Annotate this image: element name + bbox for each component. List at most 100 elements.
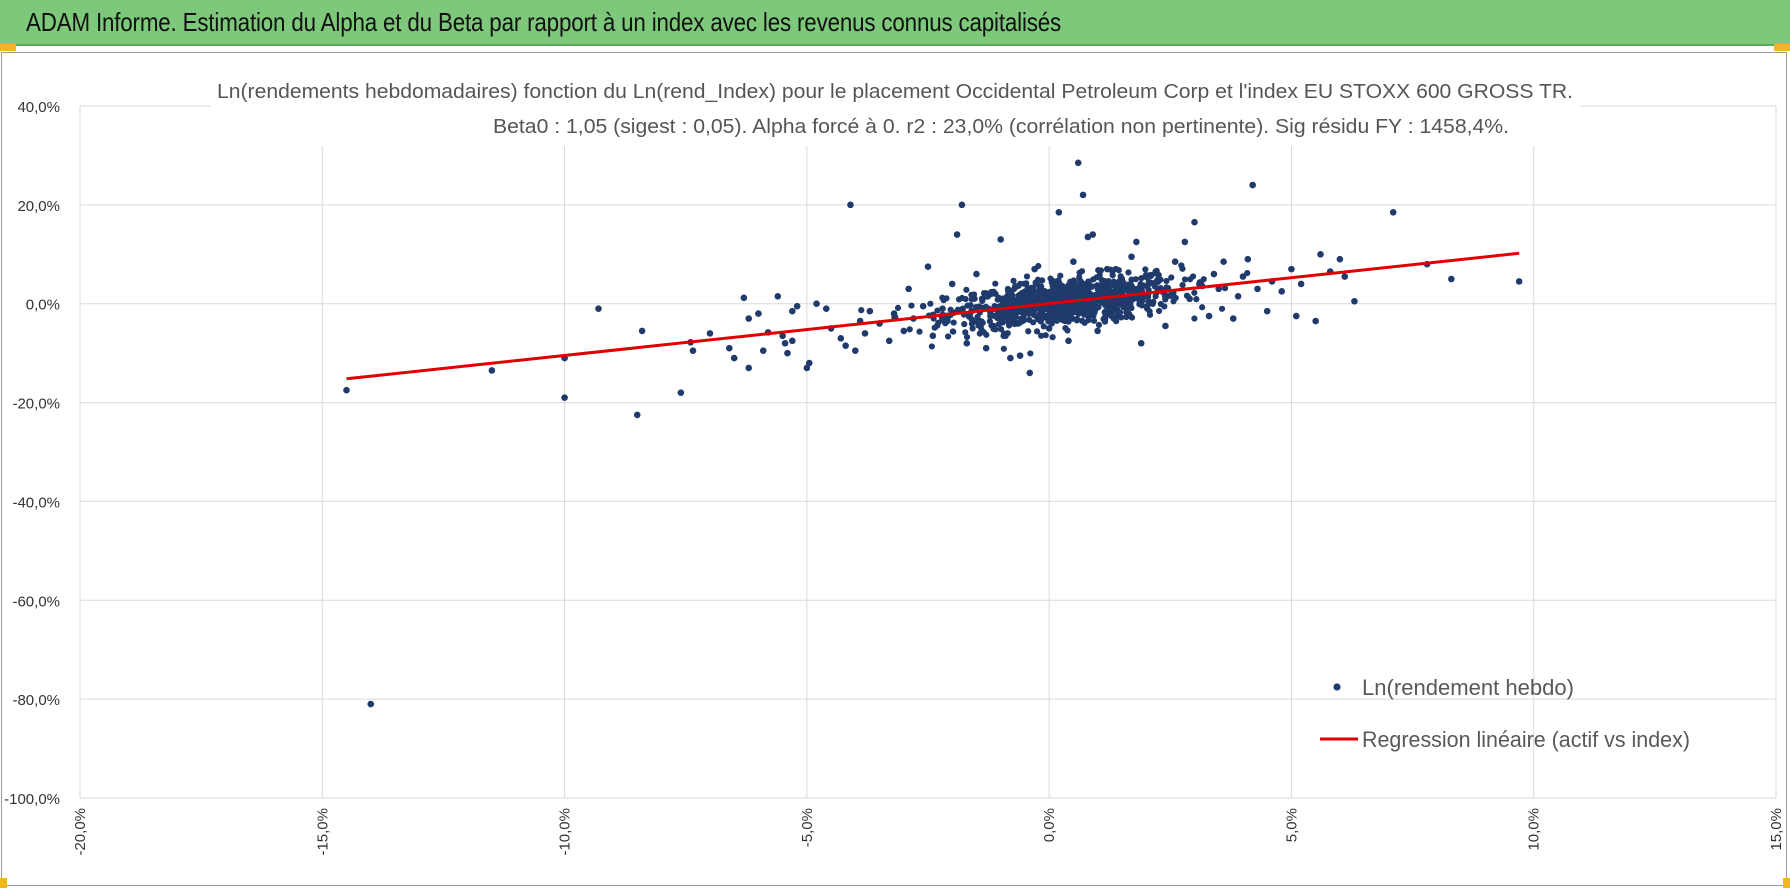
data-point xyxy=(935,319,942,326)
data-point xyxy=(934,307,941,314)
data-point xyxy=(784,349,791,357)
data-point xyxy=(1079,307,1086,314)
data-point xyxy=(950,319,957,326)
data-point xyxy=(1005,319,1013,326)
data-point xyxy=(1030,311,1037,319)
data-point xyxy=(367,700,375,708)
data-point xyxy=(781,339,789,347)
data-point xyxy=(1126,286,1133,293)
data-point xyxy=(1146,280,1153,287)
data-point xyxy=(1120,279,1127,286)
data-point xyxy=(1191,315,1198,322)
data-point xyxy=(1089,231,1097,238)
data-point xyxy=(1053,317,1061,324)
data-point xyxy=(961,321,968,328)
data-point xyxy=(963,286,970,293)
data-point xyxy=(1057,272,1064,279)
data-point xyxy=(1191,289,1198,296)
data-point xyxy=(1045,325,1053,332)
data-point xyxy=(1004,330,1011,337)
corner-marker-right xyxy=(1774,44,1790,51)
data-point xyxy=(1336,255,1344,263)
data-point xyxy=(919,302,927,310)
x-tick-label: -10,0% xyxy=(557,808,574,856)
data-point xyxy=(1115,267,1122,274)
data-point xyxy=(1040,323,1047,330)
data-point xyxy=(1088,283,1096,290)
data-point xyxy=(1156,307,1163,315)
data-point xyxy=(1142,273,1150,281)
data-point xyxy=(929,332,937,340)
data-point xyxy=(1016,352,1024,359)
data-point xyxy=(953,231,961,238)
data-point xyxy=(866,307,874,315)
data-point xyxy=(959,305,966,312)
data-point xyxy=(1189,273,1197,280)
data-point xyxy=(706,330,714,337)
data-point xyxy=(1079,191,1087,199)
corner-marker-bottom-right xyxy=(1783,878,1790,888)
data-point xyxy=(1199,304,1206,311)
data-point xyxy=(962,295,969,303)
data-point xyxy=(1351,297,1358,305)
data-point xyxy=(1029,286,1036,294)
data-point xyxy=(1078,268,1086,275)
data-point xyxy=(861,330,869,337)
data-point xyxy=(924,263,932,270)
x-tick-label: -15,0% xyxy=(314,808,331,856)
data-point xyxy=(1077,278,1084,285)
y-tick-label: -100,0% xyxy=(4,791,60,808)
data-point xyxy=(976,330,983,337)
data-point xyxy=(1153,267,1160,274)
data-point xyxy=(842,342,849,350)
data-point xyxy=(931,324,938,331)
data-point xyxy=(1244,269,1251,277)
y-tick-label: 40,0% xyxy=(17,99,60,116)
data-point xyxy=(1109,297,1116,304)
data-point xyxy=(1133,238,1140,246)
data-point xyxy=(1138,302,1146,309)
data-point xyxy=(954,306,962,313)
data-point xyxy=(885,337,893,345)
data-point xyxy=(1071,308,1078,316)
data-point xyxy=(1010,309,1017,316)
data-point xyxy=(916,328,923,335)
data-point xyxy=(1014,319,1022,326)
data-point xyxy=(983,331,990,338)
data-point xyxy=(927,300,934,307)
data-point xyxy=(982,344,990,352)
data-point xyxy=(822,305,830,312)
data-point xyxy=(1178,262,1185,269)
data-point xyxy=(1022,293,1029,300)
data-point xyxy=(1341,273,1349,280)
data-point xyxy=(1239,273,1247,280)
data-point xyxy=(595,305,602,312)
data-point xyxy=(1191,218,1198,226)
data-point xyxy=(1172,294,1179,302)
data-point xyxy=(968,320,976,327)
data-point xyxy=(1061,318,1069,325)
data-point xyxy=(1071,278,1078,285)
data-point xyxy=(997,236,1004,243)
legend: Ln(rendement hebdo) Regression linéaire … xyxy=(1320,675,1690,752)
data-point xyxy=(759,347,767,354)
data-point xyxy=(730,354,738,362)
data-point xyxy=(908,302,915,309)
data-point xyxy=(1140,282,1148,289)
data-point xyxy=(947,306,954,313)
data-point xyxy=(1011,285,1018,293)
data-point xyxy=(969,325,976,332)
data-point xyxy=(1048,279,1055,286)
data-point xyxy=(1144,294,1152,301)
data-point xyxy=(1103,311,1110,318)
legend-marker-points xyxy=(1333,683,1341,691)
data-point xyxy=(847,201,854,209)
data-point xyxy=(1193,296,1200,303)
data-point xyxy=(1151,283,1159,290)
data-point xyxy=(1146,311,1154,318)
data-point xyxy=(852,347,859,354)
data-point xyxy=(1058,293,1065,301)
data-point xyxy=(1312,317,1319,325)
data-point xyxy=(1163,277,1170,285)
